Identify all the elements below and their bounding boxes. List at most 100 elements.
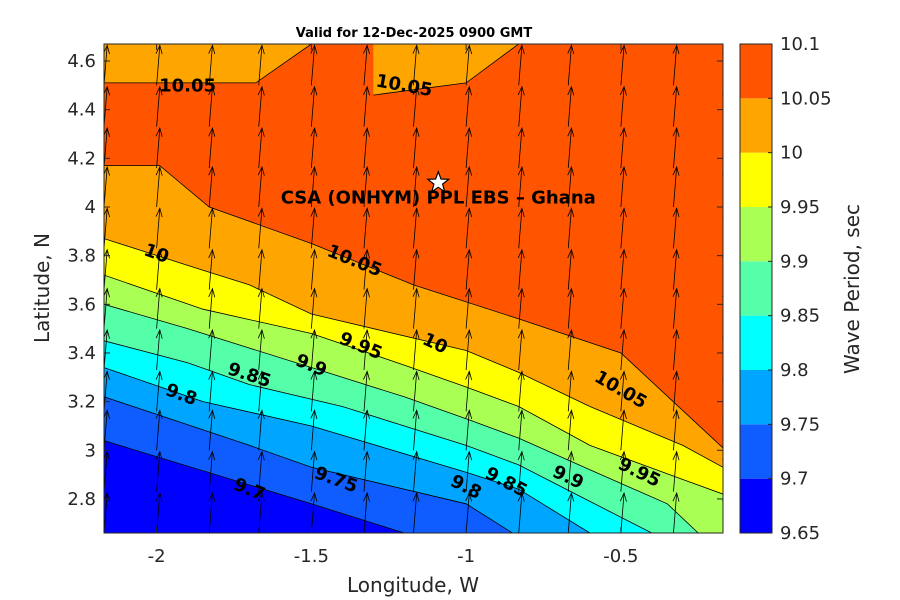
current-arrow — [672, 409, 680, 451]
arrow-shaft — [104, 410, 108, 451]
arrow-head — [672, 44, 680, 55]
current-arrow — [310, 126, 318, 169]
current-arrow — [517, 44, 525, 86]
arrow-head — [155, 409, 163, 420]
current-arrow — [517, 126, 525, 169]
arrow-head — [619, 287, 627, 298]
current-arrow — [672, 450, 680, 492]
arrow-shaft — [310, 86, 315, 127]
current-arrow — [310, 248, 318, 290]
arrow-shaft — [156, 166, 161, 208]
current-arrow — [673, 44, 674, 45]
arrow-head — [517, 126, 525, 137]
current-arrow — [412, 328, 420, 371]
arrow-head — [567, 370, 575, 381]
arrow-shaft — [673, 128, 678, 169]
arrow-shaft — [363, 329, 368, 371]
arrow-head — [208, 44, 216, 55]
arrow-head — [155, 207, 163, 218]
arrow-shaft — [208, 451, 213, 492]
arrow-shaft — [363, 128, 368, 169]
current-arrow — [257, 409, 265, 451]
current-arrow — [672, 491, 680, 533]
arrow-head — [517, 207, 525, 218]
arrow-head — [567, 126, 575, 137]
arrow-head — [567, 491, 575, 502]
current-arrow — [363, 409, 370, 451]
arrow-shaft — [673, 208, 678, 249]
arrow-shaft — [208, 128, 213, 169]
current-arrow — [208, 370, 216, 412]
arrow-shaft — [465, 329, 470, 371]
arrow-head — [567, 44, 575, 55]
arrow-shaft — [208, 492, 213, 533]
arrow-shaft — [567, 166, 572, 208]
arrow-shaft — [673, 410, 678, 451]
arrow-shaft — [156, 410, 161, 451]
arrow-head — [104, 328, 110, 339]
arrow-head — [208, 370, 216, 381]
colorbar-tick-label: 9.7 — [780, 469, 809, 490]
arrow-head — [465, 409, 473, 420]
chart-title: Valid for 12-Dec-2025 0900 GMT — [296, 26, 533, 41]
current-arrow — [156, 44, 158, 45]
current-arrow — [412, 450, 420, 492]
arrow-shaft — [567, 371, 572, 412]
current-arrow — [517, 491, 525, 533]
arrow-shaft — [363, 45, 368, 86]
arrow-shaft — [518, 371, 523, 412]
arrow-head — [310, 370, 318, 381]
arrow-shaft — [620, 410, 625, 451]
arrow-head — [208, 491, 216, 502]
current-arrow — [568, 44, 569, 45]
current-arrow — [155, 409, 163, 451]
arrow-shaft — [620, 128, 625, 169]
arrow-shaft — [413, 329, 418, 371]
arrow-head — [311, 4, 317, 13]
arrow-shaft — [620, 166, 625, 208]
arrow-head — [412, 409, 420, 420]
current-arrow — [363, 491, 370, 533]
arrow-shaft — [104, 128, 108, 169]
arrow-head — [412, 126, 420, 137]
arrow-head — [465, 248, 473, 259]
current-arrow — [257, 165, 265, 208]
current-arrow — [465, 370, 473, 412]
current-arrow — [619, 287, 627, 329]
arrow-shaft — [413, 288, 418, 329]
arrow-shaft — [310, 451, 315, 492]
current-arrow — [619, 165, 627, 208]
arrow-head — [465, 207, 473, 218]
arrow-shaft — [518, 329, 523, 371]
current-arrow — [310, 370, 318, 412]
arrow-shaft — [310, 208, 315, 249]
arrow-head — [672, 328, 680, 339]
current-arrow — [310, 165, 318, 208]
current-arrow — [363, 328, 370, 371]
current-arrow — [155, 248, 163, 290]
current-arrow — [208, 44, 216, 86]
arrow-shaft — [567, 86, 572, 127]
current-arrow — [257, 491, 265, 533]
arrow-shaft — [673, 329, 678, 371]
current-arrow — [465, 491, 473, 533]
colorbar-tick-label: 9.75 — [780, 414, 820, 435]
current-arrow — [310, 328, 318, 371]
arrow-shaft — [518, 208, 523, 249]
arrow-head — [465, 287, 473, 298]
current-arrow — [412, 287, 420, 329]
arrow-shaft — [465, 86, 470, 127]
current-arrow — [517, 450, 525, 492]
current-arrow — [257, 85, 265, 127]
arrow-head — [104, 165, 110, 176]
x-tick-label: -1.5 — [294, 546, 329, 567]
arrow-head — [208, 207, 216, 218]
current-arrow — [208, 126, 216, 169]
arrow-head — [104, 287, 110, 298]
colorbar: 9.65 9.7 9.75 9.8 9.85 9.9 9.95 10 10.05 10.1 — [739, 34, 832, 544]
arrow-shaft — [518, 128, 523, 169]
arrow-head — [104, 126, 110, 137]
current-arrow — [567, 328, 575, 371]
arrow-head — [619, 85, 627, 96]
arrow-head — [465, 44, 473, 55]
